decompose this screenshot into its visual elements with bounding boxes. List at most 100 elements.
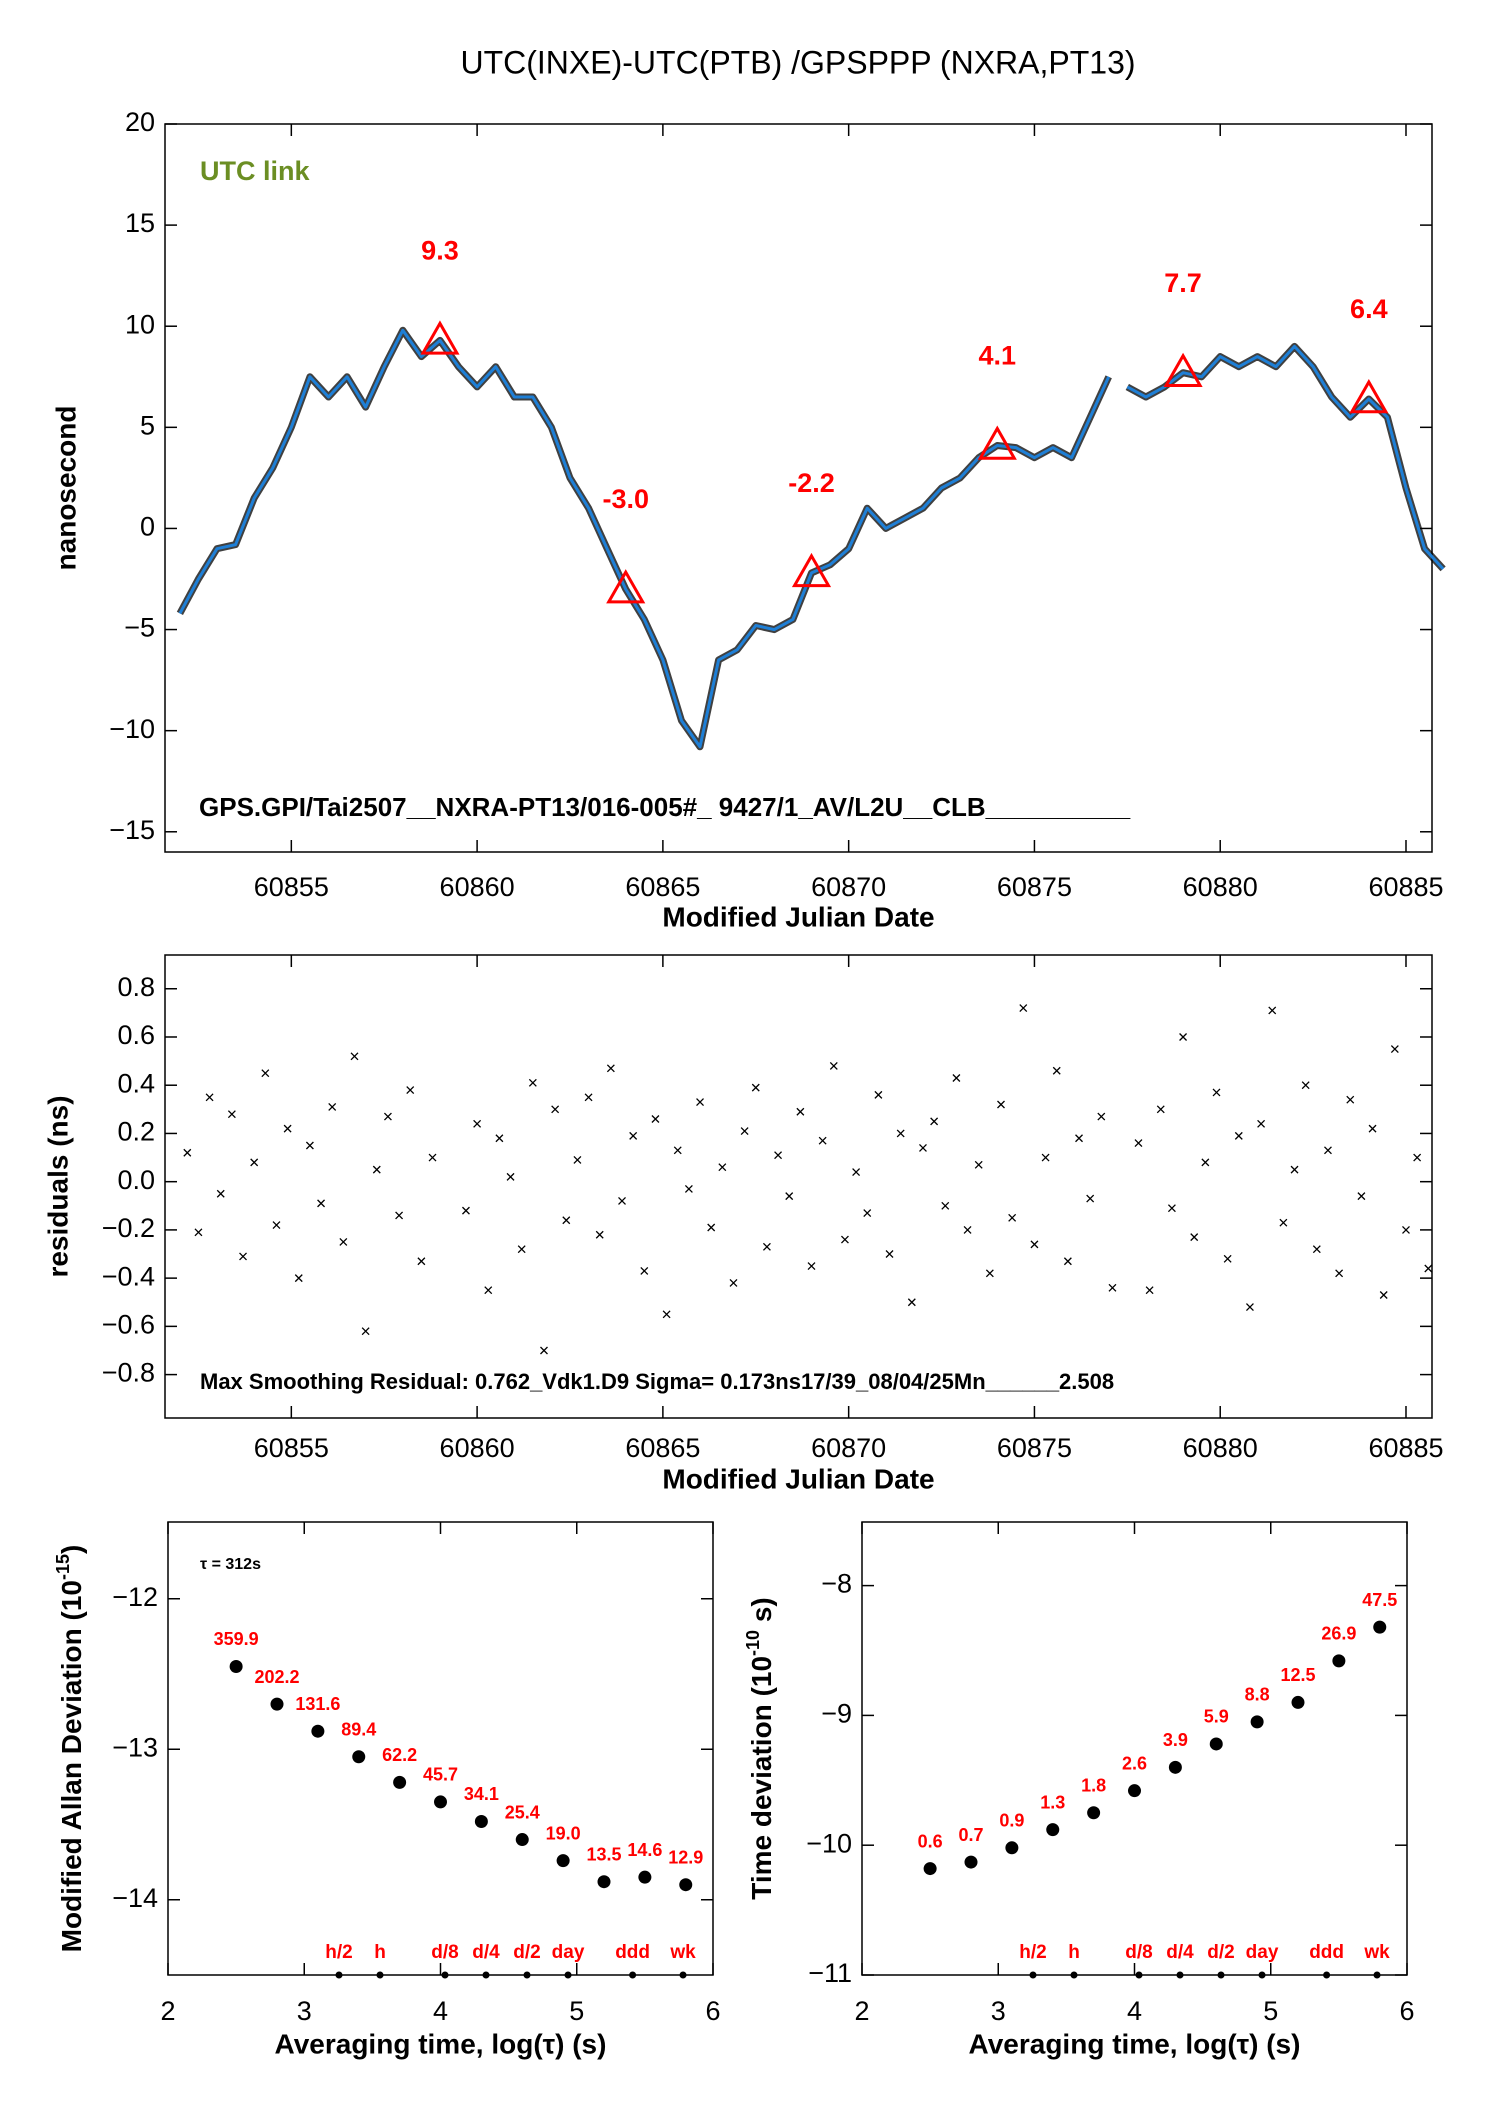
interval-label: ddd	[1309, 1942, 1344, 1963]
residual-point	[573, 1156, 582, 1164]
x-tick-label: 60860	[440, 1433, 515, 1463]
residual-point	[461, 1206, 470, 1215]
residual-point	[205, 1093, 214, 1102]
interval-marker	[564, 1971, 572, 1979]
point-annotation: 26.9	[1321, 1624, 1356, 1644]
residual-point	[317, 1199, 326, 1208]
x-tick-label: 60880	[1183, 872, 1258, 902]
residual-point	[718, 1163, 727, 1172]
deviation-point	[1291, 1695, 1305, 1709]
triangle-marker	[791, 552, 832, 588]
x-tick-label: 5	[1263, 1996, 1278, 2026]
interval-marker	[679, 1971, 687, 1979]
y-tick-label: −13	[112, 1732, 158, 1762]
residual-point	[1245, 1303, 1254, 1312]
residual-point	[796, 1107, 805, 1116]
interval-marker	[1029, 1971, 1037, 1979]
x-tick-label: 2	[854, 1996, 869, 2026]
residual-point	[1201, 1158, 1210, 1167]
residual-point	[1268, 1006, 1277, 1015]
x-tick-label: 60865	[625, 1433, 700, 1463]
y-tick-label: 0.8	[117, 972, 155, 1002]
residual-point	[484, 1286, 493, 1295]
y-tick-label: −10	[806, 1828, 852, 1858]
deviation-point	[1005, 1841, 1019, 1855]
residual-point	[952, 1074, 961, 1082]
value-label: 7.7	[1164, 268, 1202, 298]
interval-label: d/8	[1125, 1942, 1152, 1963]
interval-marker	[376, 1971, 384, 1979]
deviation-point	[638, 1870, 652, 1884]
residual-point	[919, 1143, 927, 1152]
interval-marker	[1373, 1971, 1381, 1979]
interval-label: d/8	[431, 1942, 458, 1963]
residual-point	[495, 1134, 504, 1143]
interval-label: h/2	[1019, 1942, 1046, 1963]
interval-label: h/2	[325, 1942, 352, 1963]
residual-point	[1324, 1146, 1332, 1155]
residual-point	[1424, 1264, 1433, 1273]
residual-point	[729, 1279, 738, 1287]
x-tick-label: 60870	[811, 872, 886, 902]
y-tick-label: −0.6	[102, 1309, 155, 1339]
point-annotation: 2.6	[1122, 1753, 1147, 1773]
interval-marker	[441, 1971, 449, 1979]
residual-point	[651, 1115, 660, 1123]
deviation-point	[964, 1855, 978, 1869]
point-annotation: 0.9	[999, 1811, 1024, 1831]
plot-frame	[861, 1521, 1408, 1976]
residual-point	[774, 1151, 783, 1160]
point-annotation: 13.5	[586, 1844, 621, 1864]
interval-label: day	[1246, 1942, 1279, 1963]
y-tick-label: −8	[821, 1569, 852, 1599]
residual-point	[740, 1127, 749, 1135]
residual-point	[707, 1223, 716, 1232]
residual-point	[1167, 1204, 1176, 1213]
footer: GPS.GPI/Tai2507__NXRA-PT13/016-005#_ 942…	[199, 792, 1131, 822]
interval-label: d/2	[1207, 1942, 1234, 1963]
x-tick-label: 6	[705, 1996, 720, 2026]
residual-point	[1402, 1225, 1410, 1234]
residual-point	[250, 1158, 259, 1167]
residual-point	[1075, 1134, 1083, 1143]
deviation-point	[1046, 1823, 1060, 1837]
plot-frame	[164, 954, 1433, 1419]
x-tick-label: 60865	[625, 872, 700, 902]
value-label: 9.3	[421, 236, 459, 266]
residual-point	[1030, 1240, 1039, 1249]
point-annotation: 359.9	[214, 1629, 259, 1649]
residual-point	[1357, 1192, 1366, 1201]
point-annotation: 12.5	[1280, 1665, 1315, 1685]
deviation-point	[1250, 1715, 1264, 1729]
residual-point	[930, 1117, 939, 1126]
triangle-marker	[1349, 378, 1389, 414]
residual-point	[1190, 1233, 1199, 1242]
interval-marker	[335, 1971, 343, 1979]
residual-point	[350, 1052, 359, 1061]
residual-point	[696, 1098, 704, 1107]
residual-point	[1134, 1139, 1143, 1148]
deviation-point	[270, 1697, 284, 1711]
y-tick-label: −0.2	[102, 1213, 155, 1243]
point-annotation: 3.9	[1163, 1730, 1188, 1750]
point-annotation: 1.3	[1040, 1792, 1065, 1812]
residual-point	[183, 1148, 192, 1157]
residual-point	[762, 1242, 771, 1251]
x-tick-label: 60880	[1183, 1433, 1258, 1463]
interval-marker	[1070, 1971, 1078, 1979]
interval-label: d/4	[1166, 1942, 1194, 1963]
residual-point	[305, 1141, 314, 1150]
deviation-point	[1168, 1760, 1182, 1774]
residual-point	[283, 1124, 292, 1133]
residual-point	[328, 1102, 337, 1111]
data-noise	[176, 326, 1446, 751]
deviation-point	[352, 1750, 366, 1764]
y-tick-label: 5	[140, 410, 155, 440]
y-tick-label: 0.6	[117, 1020, 155, 1050]
y-axis-label-text: Time deviation (10	[746, 1656, 777, 1900]
deviation-point	[1087, 1806, 1101, 1820]
residual-point	[1279, 1218, 1288, 1227]
point-annotation: 62.2	[382, 1745, 417, 1765]
interval-label: d/2	[513, 1942, 540, 1963]
triangle-marker	[1163, 352, 1203, 387]
